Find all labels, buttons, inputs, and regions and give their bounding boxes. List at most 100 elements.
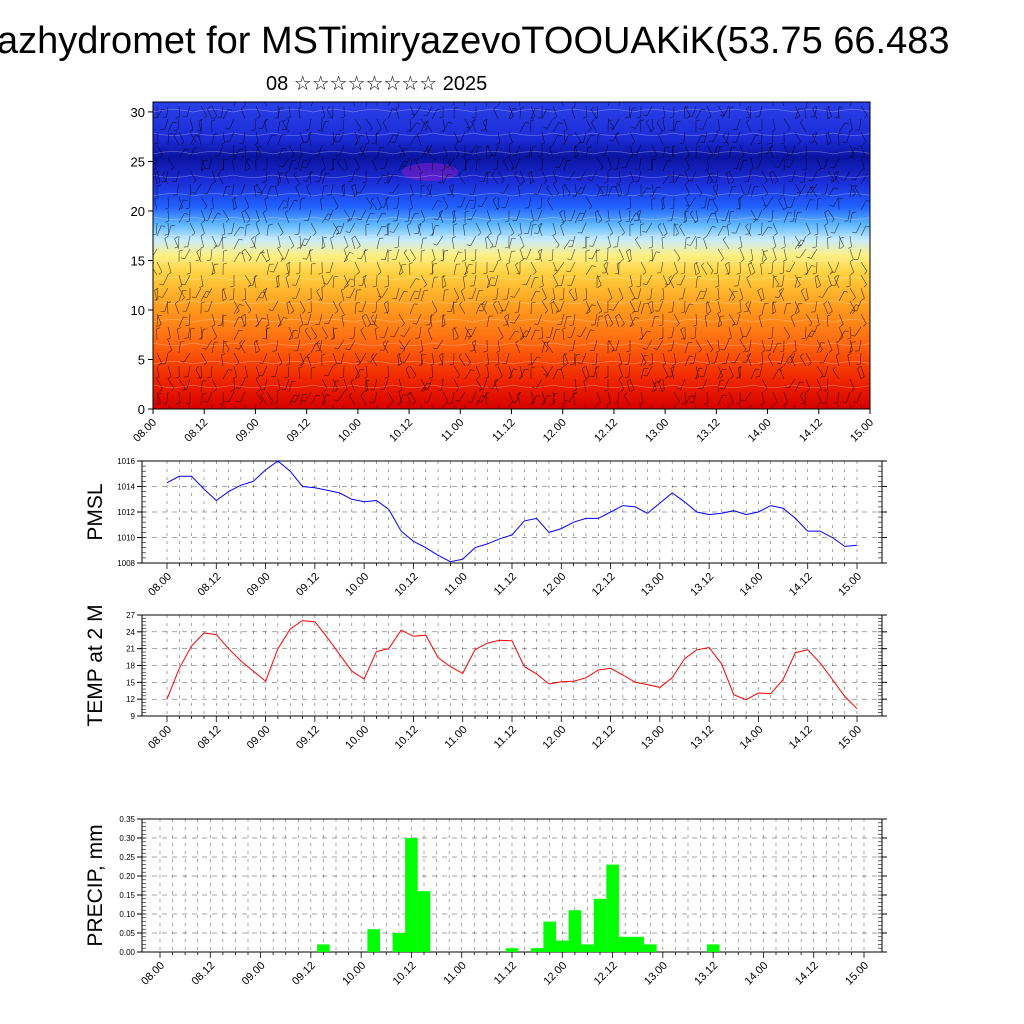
wind-barb [716,170,719,182]
wind-barb-flag [180,341,185,343]
wind-barb [371,356,378,367]
wind-barb-flag [421,249,426,252]
wind-barb [552,300,559,311]
wind-barb [453,378,460,389]
wind-barb-flag [632,154,637,156]
wind-barb-flag [741,361,746,363]
wind-barb-flag [696,272,700,275]
wind-barb [514,287,521,298]
wind-barb [584,404,587,409]
wind-barb-flag [493,168,498,170]
wind-barb [288,144,295,155]
wind-barb-flag [433,159,438,161]
wind-barb [640,368,645,380]
wind-barb-flag [746,116,751,118]
wind-barb-flag [503,158,507,162]
wind-barb-flag [185,207,190,210]
wind-barb [275,404,279,409]
x-tick-label: 09.00 [240,960,268,988]
x-tick-label: 12.12 [592,960,620,988]
wind-barb-flag [165,220,169,223]
wind-barb-flag [815,324,820,327]
wind-barb-flag [600,166,604,171]
wind-barb [618,248,624,260]
wind-barb-flag [337,225,342,227]
wind-barb-flag [306,184,310,188]
wind-barb-flag [719,375,723,379]
wind-barb [530,105,536,117]
wind-barb [253,277,257,289]
wind-barb-flag [333,399,338,402]
wind-barb [846,391,851,403]
wind-barb [265,170,268,182]
wind-barb-flag [817,167,822,171]
wind-barb-flag [676,284,681,286]
wind-barb-flag [300,362,305,366]
wind-barb [790,352,796,364]
wind-barb [475,290,480,302]
wind-barb-flag [686,244,691,246]
wind-barb [590,109,598,120]
wind-barb [398,378,403,390]
wind-barb-flag [276,389,281,392]
wind-barb [834,222,840,234]
wind-barb [310,263,312,276]
wind-barb-flag [509,402,514,405]
wind-barb [398,144,406,155]
wind-barb-flag [356,167,360,171]
wind-barb [726,131,730,143]
wind-barb [618,378,624,390]
wind-barb-flag [179,249,183,252]
wind-barb [154,199,158,211]
wind-barb [541,391,546,403]
wind-barb [469,118,477,129]
wind-barb [772,131,774,144]
wind-barb [528,173,532,185]
wind-barb-flag [394,246,399,249]
wind-barb-flag [663,232,668,236]
wind-barb-flag [570,363,575,365]
wind-barb [219,144,224,156]
wind-barb-flag [232,197,237,200]
wind-barb [232,144,235,157]
wind-barb [615,339,620,351]
wind-barb-flag [740,415,743,417]
wind-barb-flag [699,193,703,197]
wind-barb-flag [730,211,735,213]
wind-barb [563,391,566,403]
wind-barb [629,170,634,182]
wind-barb [174,303,180,315]
wind-barb-flag [433,310,438,314]
wind-barb-flag [351,236,356,239]
wind-barb [306,186,312,198]
wind-barb [207,108,213,120]
wind-barb-flag [158,362,162,366]
wind-barb-flag [261,94,264,97]
wind-barb [319,170,323,182]
wind-barb-flag [165,207,169,210]
wind-barb [337,339,345,350]
wind-barb-flag [175,301,179,304]
wind-barb [464,199,470,211]
wind-barb [497,339,500,351]
wind-barb [277,352,283,364]
wind-barb [552,134,559,146]
wind-barb-flag [301,244,306,246]
wind-barb [365,102,368,107]
wind-barb [717,316,721,328]
wind-barb-flag [370,197,374,201]
wind-barb-flag [488,387,493,389]
wind-barb-flag [626,249,630,252]
wind-barb [305,235,312,246]
wind-barb [702,118,708,130]
wind-barb [211,134,215,146]
wind-barb-flag [727,223,731,226]
wind-barb-flag [452,327,457,330]
wind-barb-flag [695,376,699,379]
wind-barb [629,248,632,260]
wind-barb [463,102,466,107]
wind-barb [530,120,532,133]
wind-barb-flag [812,106,816,110]
wind-barb [321,213,329,224]
wind-barb [473,183,477,195]
